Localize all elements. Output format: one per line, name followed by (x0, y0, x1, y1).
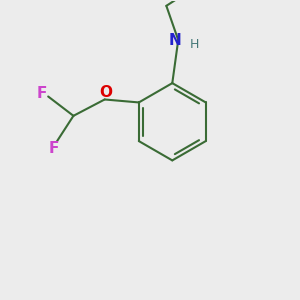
Text: F: F (49, 141, 59, 156)
Text: N: N (168, 32, 181, 47)
Text: F: F (37, 86, 47, 101)
Text: H: H (190, 38, 199, 51)
Text: O: O (100, 85, 112, 100)
